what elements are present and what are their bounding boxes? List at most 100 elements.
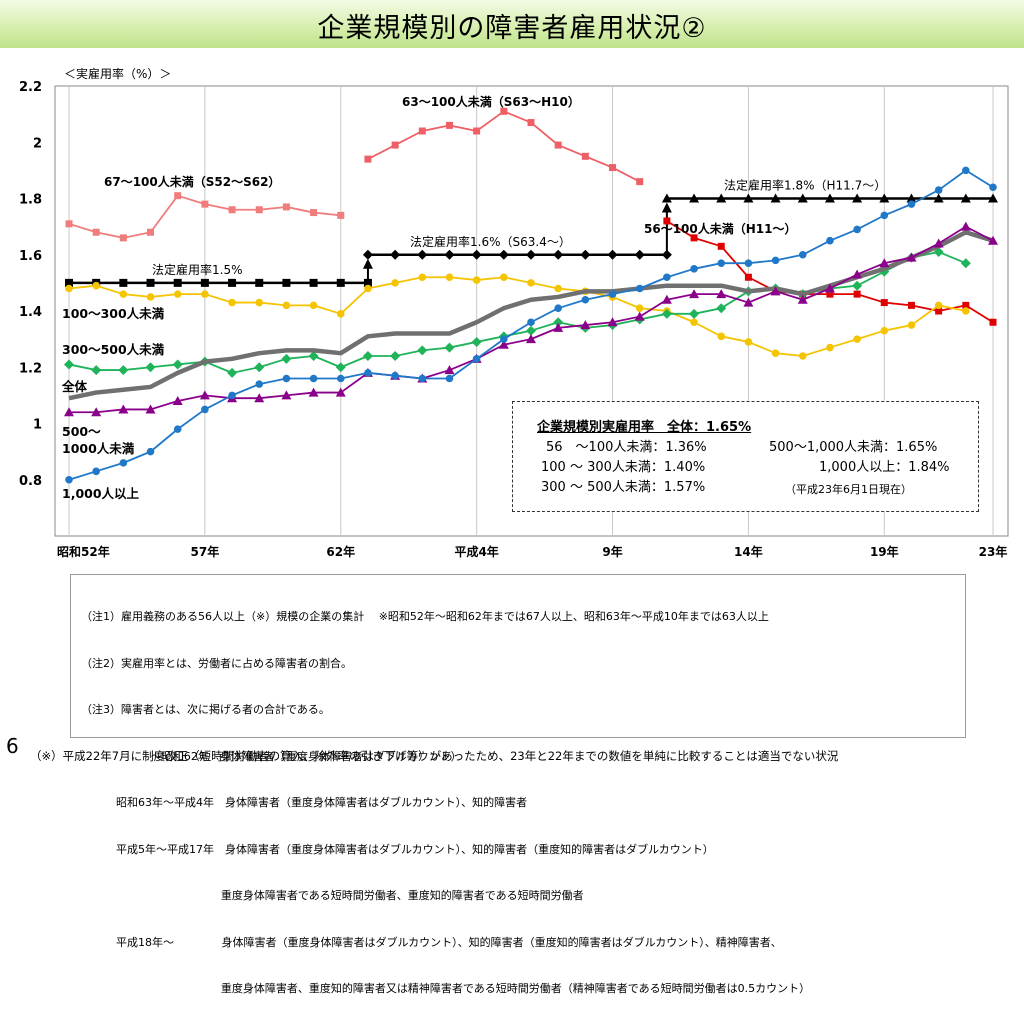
summary-row2-left: 100 〜 300人未満：1.40% xyxy=(541,460,706,475)
data-point xyxy=(716,289,727,299)
data-point xyxy=(174,192,182,200)
note-line: （注2）実雇用率とは、労働者に占める障害者の割合。 xyxy=(81,656,352,670)
data-point xyxy=(145,362,156,373)
x-tick-label: 19年 xyxy=(870,544,899,559)
data-point xyxy=(771,349,780,357)
data-point xyxy=(119,459,128,467)
data-point xyxy=(826,290,834,298)
data-point xyxy=(554,304,562,312)
data-point xyxy=(309,374,318,383)
data-point xyxy=(526,334,536,344)
x-tick-label: 9年 xyxy=(602,544,622,559)
y-axis-title: ＜実雇用率（%）＞ xyxy=(64,66,171,81)
x-tick-label: 62年 xyxy=(326,544,355,559)
rate-change-arrowhead xyxy=(362,258,373,269)
legal-rate-label: 法定雇用率1.5% xyxy=(152,262,243,277)
legal-rate-marker xyxy=(906,193,917,203)
x-tick-label: 14年 xyxy=(734,544,763,559)
summary-row1-right: 500〜1,000人未満：1.65% xyxy=(769,440,938,455)
data-point xyxy=(935,307,943,315)
data-point xyxy=(91,407,102,417)
data-point xyxy=(717,259,726,267)
data-point xyxy=(526,325,536,336)
data-point xyxy=(418,374,427,383)
data-point xyxy=(65,284,73,293)
legal-rate-marker xyxy=(471,249,482,260)
data-point xyxy=(255,380,264,388)
data-point xyxy=(282,203,290,211)
data-point xyxy=(391,279,399,287)
data-point xyxy=(934,186,943,194)
data-point xyxy=(635,304,644,312)
x-tick-label: 平成4年 xyxy=(454,544,498,559)
data-point xyxy=(690,234,698,242)
footnote: （※）平成22年7月に制度改正（短時間労働者の算入、除外率の引き下げ等）があった… xyxy=(30,749,839,763)
data-point xyxy=(744,338,753,346)
data-point xyxy=(527,279,535,287)
y-tick-label: 2.2 xyxy=(19,80,42,95)
data-point xyxy=(418,273,427,282)
data-point xyxy=(64,407,74,417)
data-point xyxy=(308,351,319,361)
legal-rate-marker xyxy=(309,278,318,287)
legal-rate-marker xyxy=(661,193,672,203)
notes-box: （注1）雇用義務のある56人以上（※）規模の企業の集計 ※昭和52年〜昭和62年… xyxy=(70,574,966,995)
data-point xyxy=(201,405,209,414)
data-point xyxy=(581,295,590,304)
data-point xyxy=(119,234,127,242)
legal-rate-marker xyxy=(417,249,428,260)
x-tick-label: 昭和52年 xyxy=(57,544,110,559)
legal-rate-marker xyxy=(282,278,291,287)
x-tick-label: 57年 xyxy=(191,544,220,559)
data-point xyxy=(907,200,916,208)
legal-rate-label: 法定雇用率1.6%（S63.4〜） xyxy=(410,234,571,249)
data-point xyxy=(445,374,454,383)
legal-rate-marker xyxy=(824,193,835,203)
y-tick-label: 1 xyxy=(33,418,42,433)
y-tick-label: 2 xyxy=(33,136,42,151)
legal-rate-marker xyxy=(200,278,209,287)
data-point xyxy=(417,345,428,356)
data-point xyxy=(907,301,915,309)
data-point xyxy=(960,221,971,231)
legal-rate-marker xyxy=(580,249,591,260)
data-point xyxy=(335,387,346,397)
data-point xyxy=(498,339,509,349)
series-label: 63〜100人未満（S63〜H10） xyxy=(402,94,580,109)
title-bar xyxy=(0,0,1024,48)
data-point xyxy=(609,164,617,172)
data-point xyxy=(65,475,73,484)
data-point xyxy=(92,281,100,290)
data-point xyxy=(444,342,455,353)
rate-change-arrowhead xyxy=(661,202,672,213)
data-point xyxy=(336,310,345,318)
data-point xyxy=(91,365,102,376)
x-tick-label: 23年 xyxy=(979,544,1008,559)
data-point xyxy=(744,259,753,267)
data-point xyxy=(337,211,345,219)
data-point xyxy=(852,280,863,291)
series-label: 67〜100人未満（S52〜S62） xyxy=(104,174,280,189)
legal-rate-marker xyxy=(852,193,863,203)
data-point xyxy=(390,351,401,361)
data-point xyxy=(717,242,725,250)
legal-rate-marker xyxy=(498,249,509,260)
data-point xyxy=(444,365,455,375)
legal-rate-marker xyxy=(362,249,373,260)
data-point xyxy=(880,326,889,335)
series-side-label: 全体 xyxy=(61,379,88,394)
note-line: 昭和63年〜平成4年 身体障害者（重度身体障害者はダブルカウント）、知的障害者 xyxy=(81,796,528,809)
data-point xyxy=(689,289,700,299)
data-point xyxy=(147,228,155,236)
data-point xyxy=(554,141,562,149)
data-point xyxy=(553,322,564,332)
data-point xyxy=(826,343,834,352)
legal-rate-marker xyxy=(797,193,808,203)
data-point xyxy=(146,293,155,301)
note-line: （注1）雇用義務のある56人以上（※）規模の企業の集計 ※昭和52年〜昭和62年… xyxy=(81,610,769,623)
data-point xyxy=(308,387,319,397)
data-point xyxy=(254,393,265,403)
legal-rate-marker xyxy=(390,249,401,260)
data-point xyxy=(146,447,155,456)
data-point xyxy=(853,335,861,343)
